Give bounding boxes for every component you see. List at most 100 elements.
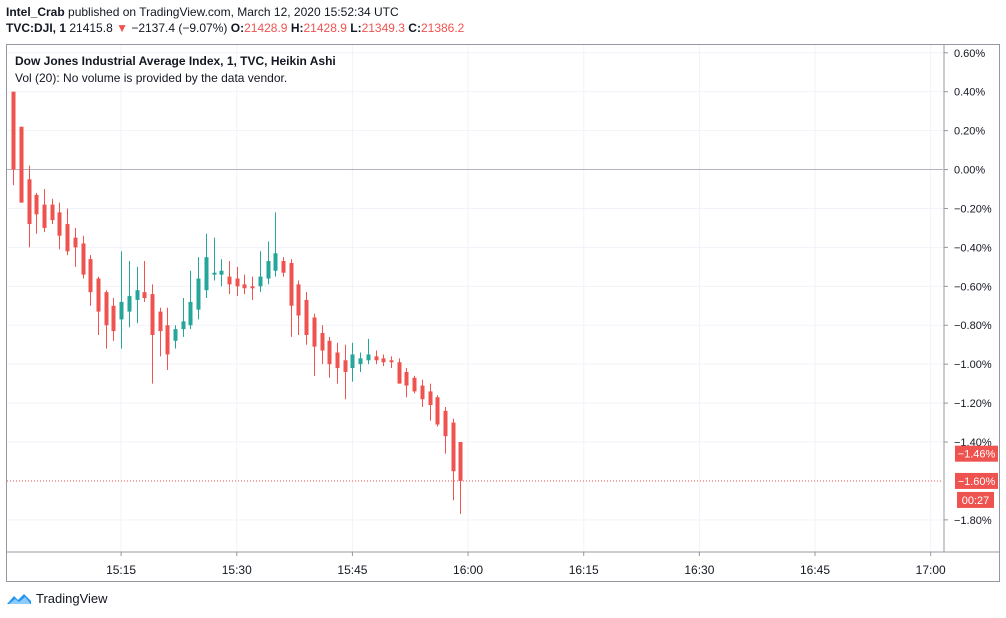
candle <box>27 165 32 248</box>
candle-body <box>150 294 155 335</box>
candle <box>235 266 240 297</box>
candle-body <box>381 358 386 363</box>
candle <box>34 192 39 234</box>
candle-body <box>181 321 186 330</box>
candle <box>96 276 101 335</box>
candle <box>420 379 425 407</box>
candle <box>135 266 140 324</box>
candle-body <box>11 91 16 170</box>
candle-body <box>273 253 278 271</box>
candle <box>250 276 255 300</box>
candle <box>104 290 109 349</box>
symbol-label: TVC:DJI, 1 <box>6 21 67 35</box>
time-axis[interactable]: 15:15 15:30 15:45 16:00 16:15 16:30 16:45 17:00 <box>106 552 946 577</box>
candle <box>458 442 463 515</box>
candles-layer <box>11 91 463 515</box>
y-tick-label: −1.00% <box>954 359 992 371</box>
candle-body <box>57 212 62 236</box>
candle-body <box>358 358 363 365</box>
x-tick-label: 15:45 <box>337 563 367 577</box>
candle-body <box>165 325 170 355</box>
publish-info: published on TradingView.com, March 12, … <box>64 5 399 19</box>
publish-header: Intel_Crab published on TradingView.com,… <box>6 4 464 36</box>
price-badge: −1.46% <box>955 445 998 462</box>
candle <box>343 344 348 400</box>
candle-body <box>258 276 263 287</box>
x-tick-label: 15:30 <box>222 563 252 577</box>
candle <box>81 235 86 279</box>
candle-body <box>281 261 286 273</box>
open-value: 21428.9 <box>244 21 288 35</box>
candle-body <box>158 311 163 332</box>
author-name[interactable]: Intel_Crab <box>6 5 65 19</box>
candle-body <box>250 286 255 289</box>
candle <box>188 270 193 330</box>
countdown-box <box>957 491 994 508</box>
candle-body <box>397 362 402 384</box>
candle <box>304 292 309 345</box>
quote-line: TVC:DJI, 1 21415.8 ▼ −2137.4 (−9.07%) O:… <box>6 20 464 36</box>
candle-body <box>404 371 409 386</box>
chart-canvas[interactable]: 0.60% 0.40% 0.20% 0.00% −0.20% −0.40% −0.60% −0… <box>0 0 1006 590</box>
candle-body <box>88 259 93 293</box>
price-badge-box <box>955 445 998 462</box>
candle-body <box>19 126 24 203</box>
candle <box>242 274 247 295</box>
candle <box>204 233 209 298</box>
y-tick-label: −0.20% <box>954 203 992 215</box>
candle-body <box>27 179 32 225</box>
candle-body <box>289 262 294 306</box>
candle-body <box>320 333 325 351</box>
candle <box>451 418 456 501</box>
candle-body <box>428 391 433 406</box>
y-tick-label: −0.60% <box>954 281 992 293</box>
chart-frame <box>6 44 1000 582</box>
candle <box>142 261 147 302</box>
candle <box>150 284 155 384</box>
y-tick-label: 0.20% <box>954 126 985 138</box>
volume-note: Vol (20): No volume is provided by the d… <box>15 71 288 85</box>
candle <box>42 189 47 232</box>
candle <box>412 375 417 394</box>
candle-body <box>458 442 463 481</box>
x-tick-label: 16:45 <box>800 563 830 577</box>
candle <box>366 338 371 365</box>
candle <box>181 298 186 337</box>
candle-body <box>34 194 39 215</box>
candle <box>65 208 70 256</box>
down-arrow-icon: ▼ <box>116 21 128 35</box>
footer-brand[interactable]: TradingView <box>6 591 108 606</box>
candle <box>158 307 163 357</box>
candle <box>165 307 170 371</box>
candle <box>57 202 62 250</box>
price-axis[interactable]: 0.60% 0.40% 0.20% 0.00% −0.20% −0.40% −0.60% −0… <box>944 48 992 527</box>
x-tick-label: 16:30 <box>684 563 714 577</box>
candle-body <box>50 204 55 221</box>
x-tick-label: 16:00 <box>453 563 483 577</box>
price-badges: −1.46% −1.60% 00:27 <box>955 445 998 508</box>
candle <box>327 336 332 378</box>
candle-body <box>65 224 70 252</box>
candle <box>404 368 409 398</box>
low-label: L: <box>350 21 362 35</box>
candle-body <box>219 270 224 275</box>
candle-body <box>412 377 417 392</box>
candle <box>281 257 286 277</box>
price-change: −2137.4 (−9.07%) <box>131 21 228 35</box>
open-label: O: <box>230 21 245 35</box>
close-label: C: <box>408 21 421 35</box>
candle-body <box>242 284 247 289</box>
tradingview-logo-icon <box>7 593 31 604</box>
candle-body <box>204 257 209 291</box>
candle-body <box>374 356 379 361</box>
candle-body <box>451 422 456 472</box>
candle <box>219 259 224 287</box>
candle-body <box>142 292 147 298</box>
candle <box>266 241 271 285</box>
candle-body <box>227 276 232 285</box>
candle <box>227 261 232 295</box>
candle <box>296 280 301 335</box>
high-value: 21428.9 <box>303 21 347 35</box>
series-title[interactable]: Dow Jones Industrial Average Index, 1, T… <box>15 54 336 68</box>
x-tick-label: 15:15 <box>106 563 136 577</box>
